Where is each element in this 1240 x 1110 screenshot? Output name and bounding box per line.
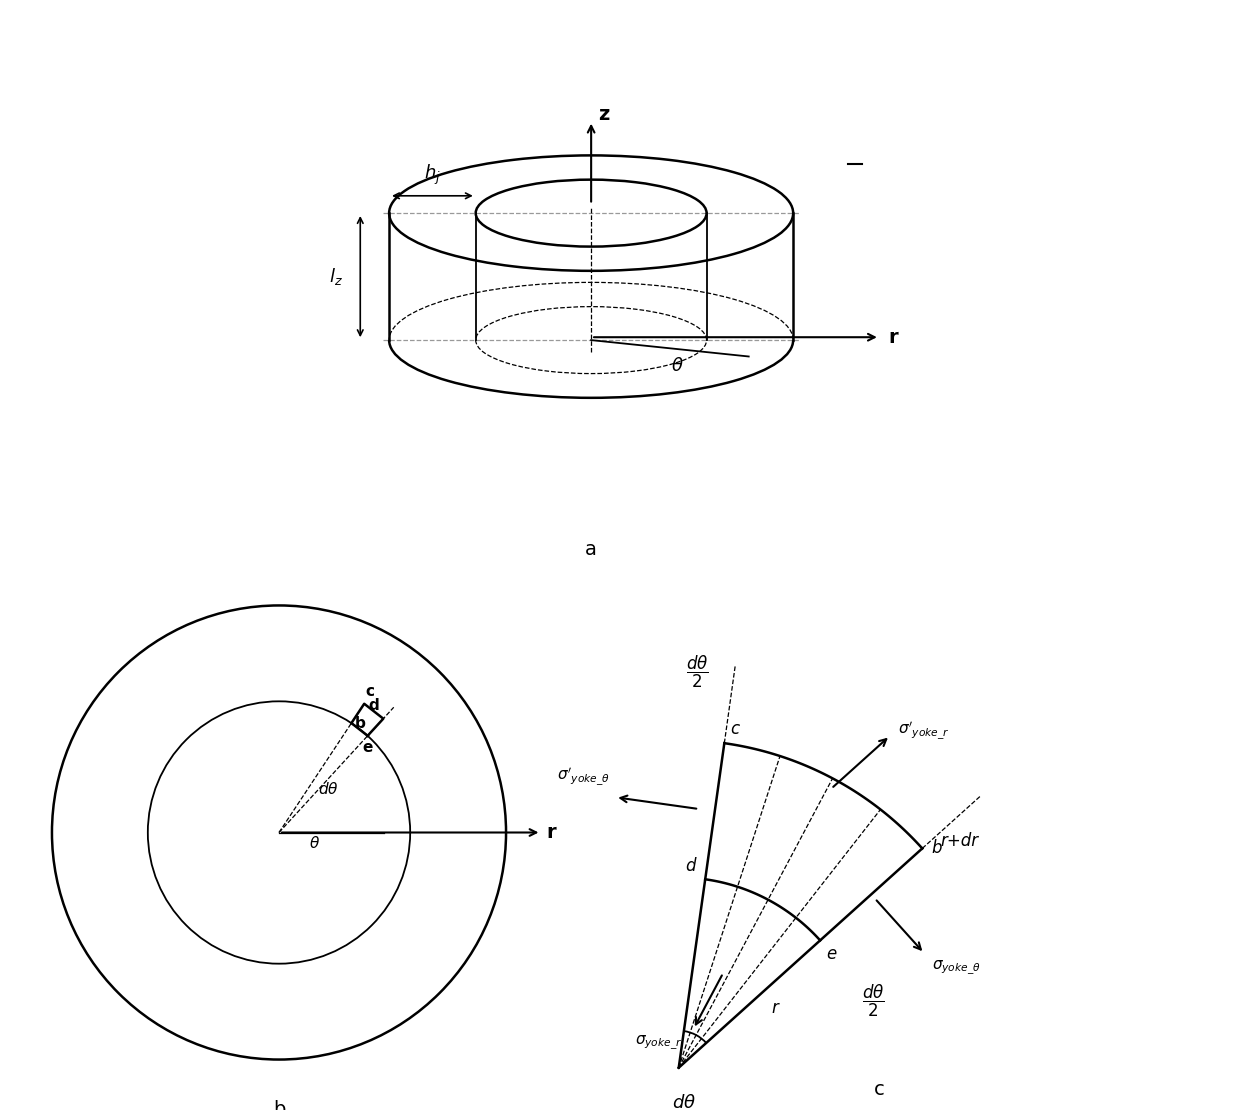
Text: z: z — [598, 105, 609, 124]
Text: r: r — [771, 999, 779, 1017]
Text: e: e — [827, 945, 837, 962]
Text: b: b — [273, 1100, 285, 1110]
Text: b: b — [931, 839, 942, 857]
Text: a: a — [585, 541, 598, 559]
Text: $\theta$: $\theta$ — [309, 835, 320, 850]
Text: $h_j$: $h_j$ — [424, 163, 441, 188]
Text: $\sigma_{yoke\_r}$: $\sigma_{yoke\_r}$ — [635, 1035, 683, 1052]
Text: d: d — [686, 857, 696, 875]
Text: c: c — [366, 684, 374, 698]
Text: c: c — [874, 1080, 885, 1099]
Text: e: e — [362, 740, 373, 755]
Text: $\dfrac{d\theta}{2}$: $\dfrac{d\theta}{2}$ — [686, 654, 708, 690]
Text: $\dfrac{d\theta}{2}$: $\dfrac{d\theta}{2}$ — [863, 982, 885, 1019]
Text: d: d — [368, 697, 379, 713]
Text: $\sigma'_{yoke\_\theta}$: $\sigma'_{yoke\_\theta}$ — [557, 765, 610, 787]
Text: c: c — [730, 720, 740, 738]
Text: r+dr: r+dr — [941, 831, 978, 849]
Text: r: r — [547, 823, 556, 842]
Text: d$\theta$: d$\theta$ — [672, 1094, 696, 1110]
Text: r: r — [888, 327, 898, 346]
Text: d$\theta$: d$\theta$ — [317, 781, 339, 797]
Text: $\sigma_{yoke\_\theta}$: $\sigma_{yoke\_\theta}$ — [932, 959, 981, 977]
Text: b: b — [355, 716, 366, 730]
Text: $\theta$: $\theta$ — [671, 357, 684, 375]
Text: $l_z$: $l_z$ — [329, 266, 343, 287]
Text: $\sigma'_{yoke\_r}$: $\sigma'_{yoke\_r}$ — [898, 719, 950, 741]
